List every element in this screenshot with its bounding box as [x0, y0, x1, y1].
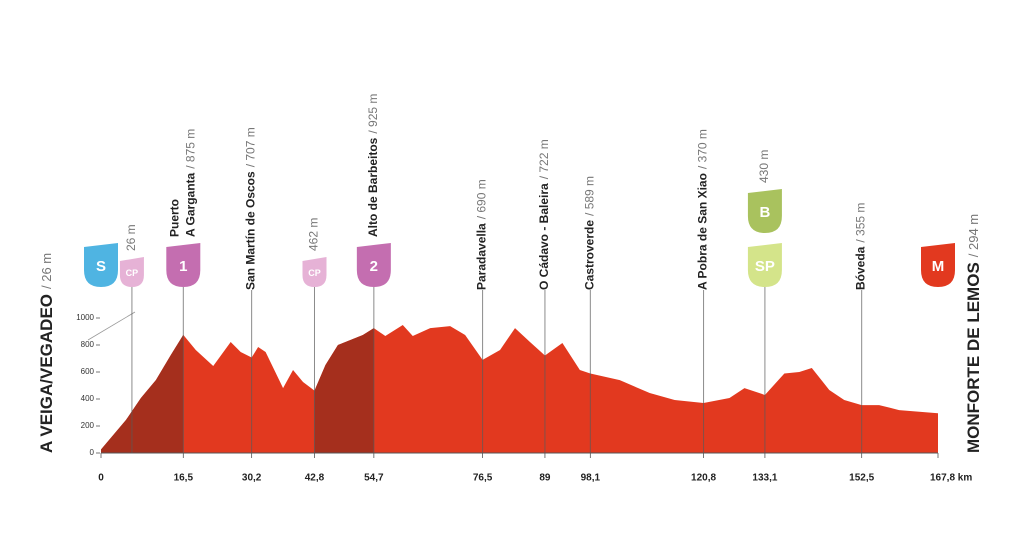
waypoint-elevation: / 722 m	[537, 139, 551, 179]
badge-label: S	[96, 258, 106, 275]
waypoint-name: A Garganta	[183, 172, 197, 237]
waypoint-label: O Cádavo - Baleira / 722 m	[537, 139, 551, 290]
y-tick-label: 1000	[76, 313, 94, 322]
badge	[119, 257, 144, 287]
badge	[166, 243, 201, 287]
waypoint-elevation: / 589 m	[583, 176, 597, 216]
y-tick-label: 600	[81, 367, 95, 376]
decor-line	[87, 311, 136, 341]
waypoint-label: Alto de Barbeitos / 925 m	[366, 94, 380, 237]
profile-area	[101, 325, 938, 453]
badge	[84, 243, 118, 287]
climb-section	[101, 334, 184, 453]
badge	[747, 189, 782, 233]
waypoint-name: Castroverde	[583, 220, 597, 290]
x-tick-label: 152,5	[849, 473, 874, 484]
y-tick-label: 800	[81, 340, 95, 349]
start-name: A VEIGA/VEGADEO	[37, 294, 56, 453]
badge-label: CP	[308, 268, 321, 278]
waypoint-elevation: 430 m	[757, 150, 771, 183]
waypoint-label: Puerto	[167, 199, 181, 237]
waypoint-elevation: / 875 m	[183, 129, 197, 169]
x-tick-label: 0	[98, 473, 104, 484]
badge	[747, 243, 782, 287]
y-tick-label: 0	[90, 448, 95, 457]
x-tick-label: 16,5	[174, 473, 194, 484]
waypoint-label: Bóveda / 355 m	[854, 203, 868, 290]
waypoint-elevation: / 707 m	[244, 127, 258, 167]
x-tick-label: 30,2	[242, 473, 262, 484]
waypoint-label: Castroverde / 589 m	[583, 176, 597, 290]
waypoint-elevation: 462 m	[307, 218, 321, 251]
badge-label: SP	[755, 258, 775, 275]
waypoint-name: Puerto	[167, 199, 181, 237]
waypoint-elevation: / 355 m	[854, 203, 868, 243]
badge	[921, 243, 955, 287]
waypoint-label: 462 m	[307, 218, 321, 251]
start-label: A VEIGA/VEGADEO / 26 m	[37, 253, 56, 453]
x-tick-label: 89	[539, 473, 551, 484]
finish-name: MONFORTE DE LEMOS	[964, 262, 983, 453]
x-tick-label: 76,5	[473, 473, 493, 484]
waypoint-name: San Martín de Oscos	[244, 171, 258, 290]
finish-label: MONFORTE DE LEMOS / 294 m	[964, 214, 983, 453]
waypoint-name: Paradavella	[475, 223, 489, 290]
x-tick-label: 54,7	[364, 473, 384, 484]
waypoint-elevation: / 690 m	[475, 179, 489, 219]
badge	[356, 243, 391, 287]
waypoint-label: 26 m	[124, 224, 138, 251]
badge-label: 1	[179, 258, 187, 275]
waypoint-label: Paradavella / 690 m	[475, 179, 489, 290]
badge	[302, 257, 327, 287]
waypoint-name: A Pobra de San Xiao	[696, 173, 710, 290]
waypoint-label: 430 m	[757, 150, 771, 183]
x-tick-label: 120,8	[691, 473, 716, 484]
y-tick-label: 200	[81, 421, 95, 430]
finish-elevation: / 294 m	[966, 214, 981, 257]
y-tick-label: 400	[81, 394, 95, 403]
climb-section	[314, 328, 374, 453]
badge-label: M	[932, 258, 945, 275]
x-tick-label: 167,8 km	[930, 473, 972, 484]
waypoint-elevation: 26 m	[124, 224, 138, 251]
waypoint-name: O Cádavo - Baleira	[537, 183, 551, 290]
waypoint-name: Alto de Barbeitos	[366, 137, 380, 237]
badge-label: CP	[126, 268, 139, 278]
waypoint-name: Bóveda	[854, 246, 868, 290]
waypoint-label: A Pobra de San Xiao / 370 m	[696, 129, 710, 290]
waypoint-label: San Martín de Oscos / 707 m	[244, 127, 258, 290]
x-tick-label: 133,1	[752, 473, 777, 484]
start-elevation: / 26 m	[39, 253, 54, 289]
waypoint-label: A Garganta / 875 m	[183, 129, 197, 237]
badge-label: B	[759, 204, 770, 221]
waypoint-elevation: / 925 m	[366, 94, 380, 134]
x-tick-label: 42,8	[305, 473, 325, 484]
badge-label: 2	[370, 258, 378, 275]
waypoint-elevation: / 370 m	[696, 129, 710, 169]
x-tick-label: 98,1	[581, 473, 601, 484]
